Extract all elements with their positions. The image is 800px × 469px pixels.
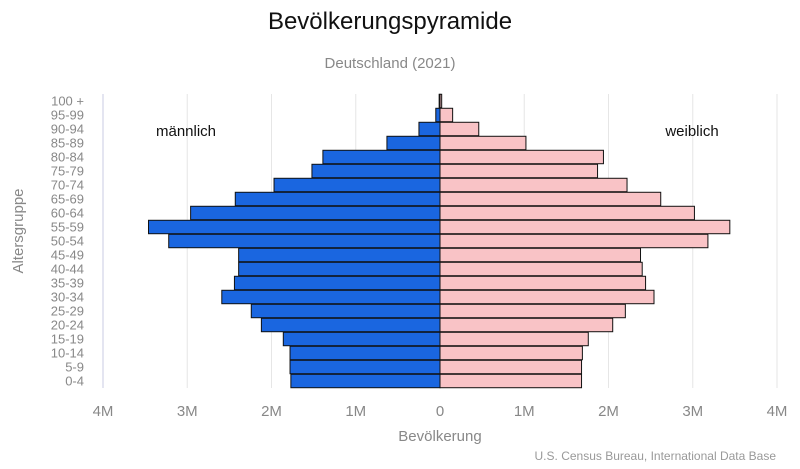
bar-female [439,331,589,347]
y-tick-label: 20-24 [51,318,84,333]
x-tick-label: 1M [514,403,535,420]
y-tick-label: 5-9 [65,360,84,375]
y-tick-label: 50-54 [51,234,84,249]
bar-female [439,177,628,193]
bar-female [439,359,583,375]
bar-male [273,177,441,193]
y-tick-label: 60-64 [51,206,84,221]
x-axis-title: Bevölkerung [398,428,481,445]
y-tick-label: 80-84 [51,150,84,165]
x-tick-label: 1M [345,403,366,420]
y-tick-label: 55-59 [51,220,84,235]
y-axis-title: Altersgruppe [10,188,27,273]
bar-male [322,149,441,165]
bar-male [147,219,441,235]
y-tick-label: 65-69 [51,192,84,207]
y-tick-label: 35-39 [51,276,84,291]
y-tick-label: 25-29 [51,304,84,319]
legend-label-male: männlich [156,123,216,140]
bar-male [250,303,441,319]
y-tick-label: 40-44 [51,262,84,277]
bars [147,93,731,389]
x-tick-label: 4M [93,403,114,420]
y-tick-label: 30-34 [51,290,84,305]
bar-female [439,163,599,179]
bar-male [418,121,441,137]
bar-female [439,191,662,207]
bar-male [190,205,441,221]
bar-female [439,135,527,151]
bar-male [221,289,441,305]
bar-male [386,135,441,151]
bar-female [439,121,480,137]
bar-female [439,205,695,221]
source-note: U.S. Census Bureau, International Data B… [534,449,776,463]
bar-male [168,233,441,249]
y-tick-label: 70-74 [51,178,84,193]
y-tick-label: 95-99 [51,108,84,123]
x-tick-labels: 4M 3M 2M 1M 0 1M 2M 3M 4M [93,403,788,420]
y-tick-labels: 0-45-910-1415-1920-2425-2930-3435-3940-4… [51,94,84,389]
y-tick-label: 15-19 [51,332,84,347]
bar-female [439,289,655,305]
bar-male [238,247,441,263]
y-tick-label: 10-14 [51,346,84,361]
bar-male [238,261,441,277]
bar-male [260,317,441,333]
bar-male [233,275,441,291]
bar-female [439,275,647,291]
bar-male [282,331,441,347]
bar-male [435,107,441,123]
bar-female [439,373,583,389]
x-tick-label: 3M [682,403,703,420]
bar-female [439,247,642,263]
y-tick-label: 0-4 [65,374,84,389]
bar-male [290,373,441,389]
bar-female [439,233,709,249]
x-tick-label: 4M [767,403,788,420]
bar-female [439,345,583,361]
bar-female [439,107,454,123]
y-tick-label: 45-49 [51,248,84,263]
bar-female [439,261,643,277]
bar-male [234,191,441,207]
chart-title: Bevölkerungspyramide [267,8,513,35]
bar-female [439,149,604,165]
bar-male [289,345,441,361]
x-tick-label: 3M [177,403,198,420]
bar-female [439,303,626,319]
bar-female [439,219,731,235]
y-tick-label: 90-94 [51,122,84,137]
bar-female [439,317,614,333]
x-tick-label: 2M [261,403,282,420]
x-tick-label: 2M [598,403,619,420]
y-tick-label: 85-89 [51,136,84,151]
bar-male [311,163,441,179]
chart-subtitle: Deutschland (2021) [324,55,456,72]
y-tick-label: 75-79 [51,164,84,179]
bar-male [289,359,441,375]
legend-label-female: weiblich [664,123,718,140]
x-tick-label: 0 [436,403,444,420]
y-tick-label: 100 + [51,94,84,109]
